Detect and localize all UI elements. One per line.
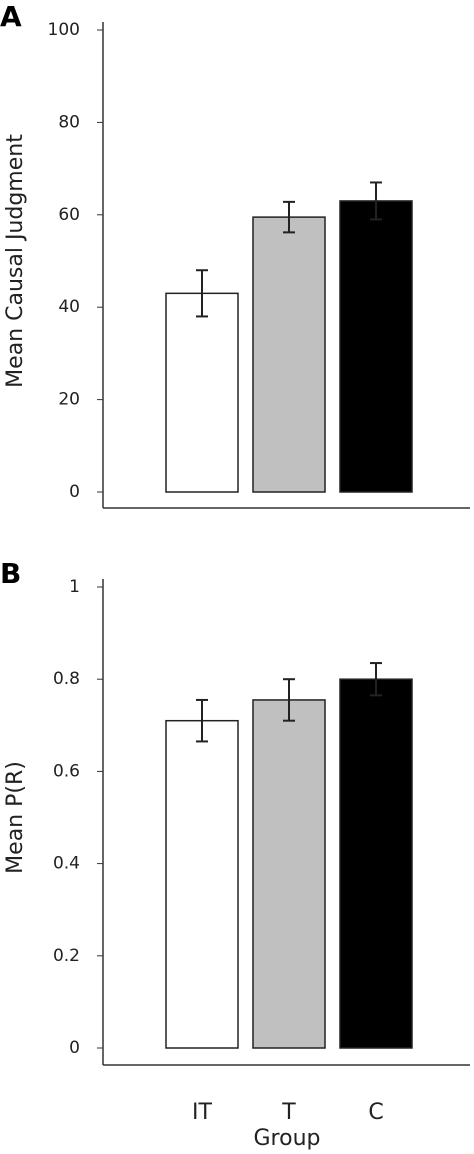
y-tick-label: 1 bbox=[69, 577, 80, 597]
y-tick-label: 0.2 bbox=[53, 946, 80, 966]
bar bbox=[339, 200, 413, 493]
y-tick-label: 20 bbox=[58, 390, 80, 410]
y-axis-label: Mean P(R) bbox=[3, 761, 28, 874]
y-tick-label: 0 bbox=[69, 1038, 80, 1058]
y-tick-label: 0.6 bbox=[53, 761, 80, 781]
x-tick-label: C bbox=[368, 1100, 383, 1125]
y-tick-label: 0.8 bbox=[53, 669, 80, 689]
bar bbox=[165, 719, 239, 1049]
bar bbox=[339, 678, 413, 1049]
x-tick-label: T bbox=[281, 1100, 296, 1125]
x-tick-label: IT bbox=[192, 1100, 212, 1125]
panel-label: B bbox=[0, 557, 21, 590]
bar bbox=[165, 292, 239, 493]
y-tick-label: 40 bbox=[58, 297, 80, 317]
panel-label: A bbox=[0, 0, 22, 33]
y-tick-label: 60 bbox=[58, 205, 80, 225]
x-axis-label: Group bbox=[254, 1126, 321, 1151]
bar bbox=[252, 216, 326, 493]
bar bbox=[252, 699, 326, 1049]
y-tick-label: 0.4 bbox=[53, 854, 80, 874]
y-tick-label: 100 bbox=[48, 20, 80, 40]
y-tick-label: 0 bbox=[69, 482, 80, 502]
y-tick-label: 80 bbox=[58, 112, 80, 132]
y-axis-label: Mean Causal Judgment bbox=[3, 134, 28, 388]
